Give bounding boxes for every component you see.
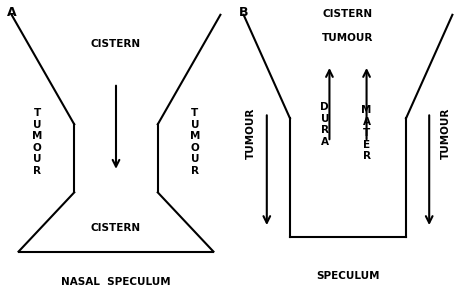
Text: T
U
M
O
U
R: T U M O U R xyxy=(189,108,200,176)
Text: CISTERN: CISTERN xyxy=(91,39,141,49)
Text: TUMOUR: TUMOUR xyxy=(439,107,450,159)
Text: CISTERN: CISTERN xyxy=(91,223,141,233)
Text: TUMOUR: TUMOUR xyxy=(245,107,255,159)
Text: SPECULUM: SPECULUM xyxy=(316,271,379,281)
Text: M
A
T
E
R: M A T E R xyxy=(361,105,371,161)
Text: NASAL  SPECULUM: NASAL SPECULUM xyxy=(61,277,170,287)
Text: T
U
M
O
U
R: T U M O U R xyxy=(32,108,42,176)
Text: TUMOUR: TUMOUR xyxy=(322,33,373,43)
Text: B: B xyxy=(238,6,248,19)
Text: CISTERN: CISTERN xyxy=(322,9,372,19)
Text: D
U
R
A: D U R A xyxy=(320,102,328,147)
Text: A: A xyxy=(7,6,17,19)
